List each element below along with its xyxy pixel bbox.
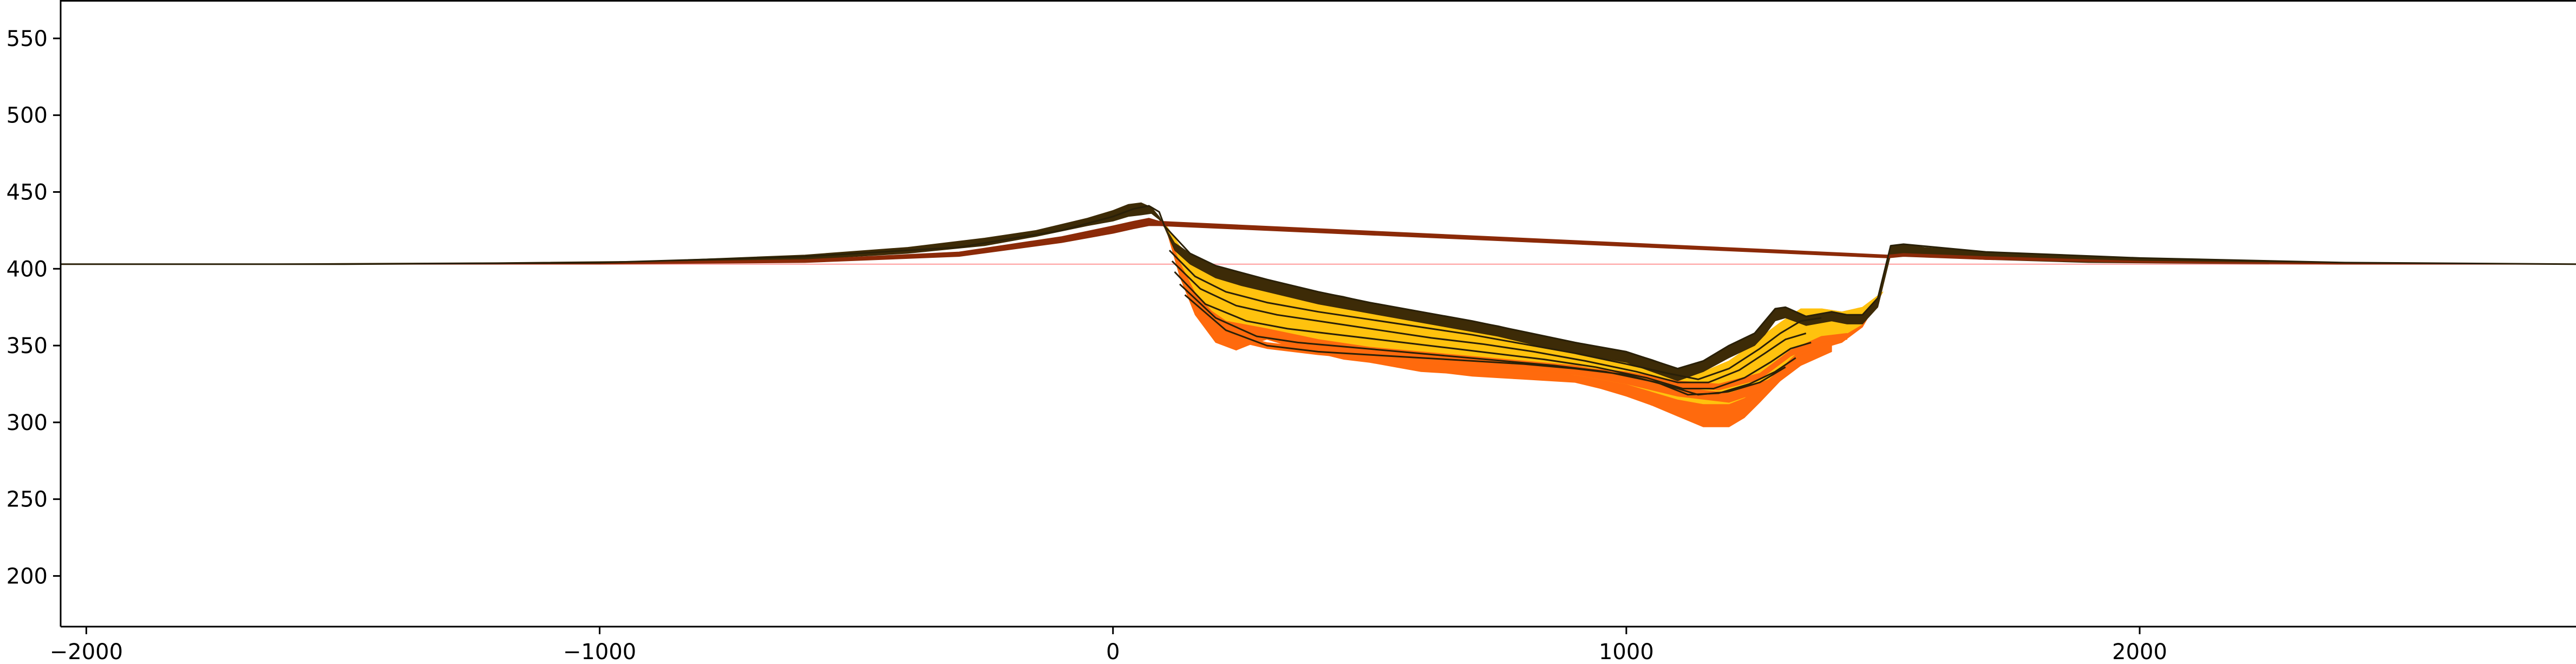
layer-line-0 bbox=[1168, 250, 1822, 380]
x-tick-label--2000: −2000 bbox=[50, 640, 123, 664]
y-tick-label-350: 350 bbox=[6, 334, 48, 359]
y-tick-label-450: 450 bbox=[6, 180, 48, 205]
y-tick-label-300: 300 bbox=[6, 411, 48, 435]
layer-line-2 bbox=[1174, 271, 1812, 389]
plot-area bbox=[61, 202, 2576, 427]
y-tick-label-400: 400 bbox=[6, 257, 48, 282]
y-tick-label-200: 200 bbox=[6, 564, 48, 589]
x-tick-label-1000: 1000 bbox=[1599, 640, 1654, 664]
layer-band-5 bbox=[61, 218, 2576, 265]
y-tick-label-250: 250 bbox=[6, 487, 48, 512]
layer-line-3 bbox=[1179, 283, 1796, 396]
layer-line-4 bbox=[1184, 294, 1786, 396]
y-tick-label-500: 500 bbox=[6, 103, 48, 128]
axes: 200 250 300 350 400 450 500 550 −2000 −1000 0 1000 2… bbox=[6, 27, 2167, 664]
surface-outline-0 bbox=[61, 205, 2576, 370]
y-tick-label-550: 550 bbox=[6, 27, 48, 51]
x-tick-label-0: 0 bbox=[1106, 640, 1120, 664]
layer-line-1 bbox=[1171, 261, 1807, 383]
x-tick-label-2000: 2000 bbox=[2112, 640, 2167, 664]
x-tick-label--1000: −1000 bbox=[563, 640, 636, 664]
